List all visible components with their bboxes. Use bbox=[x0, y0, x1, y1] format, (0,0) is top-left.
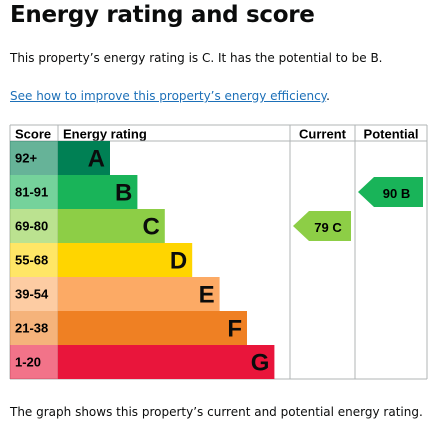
link[interactable]: See how to improve this property’s energ… bbox=[10, 89, 327, 103]
column-header: Current bbox=[299, 127, 347, 142]
band-letter: E bbox=[199, 282, 215, 309]
band-bar bbox=[58, 243, 193, 277]
band-bar bbox=[58, 311, 247, 345]
score-label: 1-20 bbox=[15, 355, 41, 370]
band-bar bbox=[58, 277, 220, 311]
score-cell bbox=[10, 277, 58, 311]
intro: This property’s energy rating is C. It h… bbox=[10, 51, 383, 65]
score-label: 92+ bbox=[15, 151, 37, 166]
column-header: Score bbox=[15, 127, 51, 142]
potential-letter: B bbox=[401, 186, 410, 201]
current-value: 79 bbox=[314, 220, 328, 235]
title: Energy rating and score bbox=[10, 2, 315, 28]
band-bar bbox=[58, 141, 110, 175]
epc-chart: Score Energy rating Current Potential 92+ A 81… bbox=[9, 124, 428, 380]
score-cell bbox=[10, 243, 58, 277]
link-suffix: . bbox=[326, 89, 330, 103]
band-letter: C bbox=[142, 214, 159, 241]
band-bar bbox=[58, 209, 165, 243]
score-label: 55-68 bbox=[15, 253, 48, 268]
score-cell bbox=[10, 175, 58, 209]
score-cell bbox=[10, 141, 58, 175]
potential-arrow bbox=[358, 177, 423, 207]
score-label: 21-38 bbox=[15, 321, 48, 336]
column-header: Energy rating bbox=[63, 127, 147, 142]
score-label: 39-54 bbox=[15, 287, 49, 302]
band-bar bbox=[58, 345, 275, 379]
score-label: 69-80 bbox=[15, 219, 48, 234]
footer: The graph shows this property’s current … bbox=[10, 405, 423, 419]
column-header: Potential bbox=[364, 127, 419, 142]
band-letter: G bbox=[251, 350, 270, 377]
band-letter: A bbox=[88, 146, 105, 173]
current-letter: C bbox=[332, 220, 342, 235]
band-letter: D bbox=[170, 248, 187, 275]
link-line: See how to improve this property’s energ… bbox=[10, 89, 330, 103]
band-letter: B bbox=[115, 180, 132, 207]
band-bar bbox=[58, 175, 138, 209]
potential-label: 90 B bbox=[383, 186, 410, 201]
score-label: 81-91 bbox=[15, 185, 48, 200]
current-arrow bbox=[293, 211, 351, 241]
score-cell bbox=[10, 209, 58, 243]
score-cell bbox=[10, 345, 58, 379]
potential-value: 90 bbox=[383, 186, 397, 201]
current-label: 79 C bbox=[314, 220, 342, 235]
score-cell bbox=[10, 311, 58, 345]
band-letter: F bbox=[227, 316, 242, 343]
